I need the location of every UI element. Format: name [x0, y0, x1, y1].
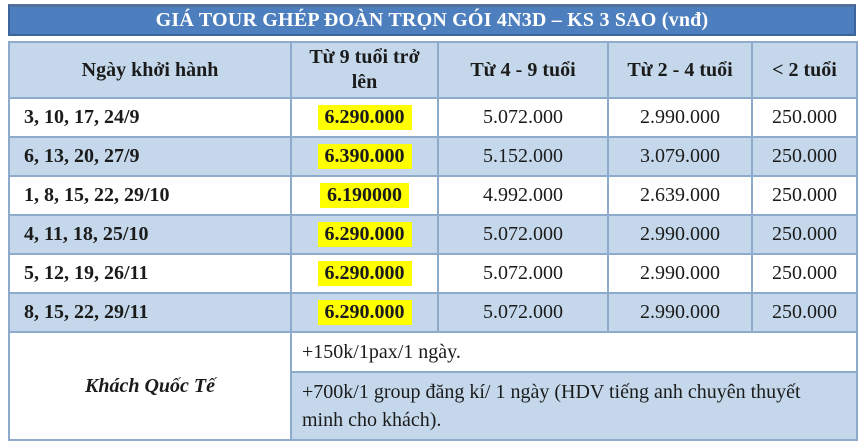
departure-dates-cell: 4, 11, 18, 25/10	[8, 214, 292, 255]
tour-price-table: GIÁ TOUR GHÉP ĐOÀN TRỌN GÓI 4N3D – KS 3 …	[8, 4, 858, 441]
table-row: 6, 13, 20, 27/9 6.390.000 5.152.000 3.07…	[8, 136, 858, 177]
price-9plus-cell: 6.290.000	[290, 214, 439, 255]
highlighted-price: 6.290.000	[317, 261, 412, 286]
international-row: Khách Quốc Tế +150k/1pax/1 ngày.	[8, 331, 858, 441]
price-2-4-cell: 2.990.000	[607, 253, 753, 294]
table-title: GIÁ TOUR GHÉP ĐOÀN TRỌN GÓI 4N3D – KS 3 …	[8, 4, 856, 36]
column-header-under-2: < 2 tuổi	[751, 41, 858, 99]
price-2-4-cell: 3.079.000	[607, 136, 753, 177]
highlighted-price: 6.190000	[320, 183, 409, 208]
table-row: 3, 10, 17, 24/9 6.290.000 5.072.000 2.99…	[8, 97, 858, 138]
column-header-age-9-plus: Từ 9 tuổi trở lên	[290, 41, 439, 99]
price-4-9-cell: 5.072.000	[437, 292, 609, 333]
price-4-9-cell: 4.992.000	[437, 175, 609, 216]
price-9plus-cell: 6.190000	[290, 175, 439, 216]
highlighted-price: 6.390.000	[317, 144, 412, 169]
table-row: 4, 11, 18, 25/10 6.290.000 5.072.000 2.9…	[8, 214, 858, 255]
price-2-4-cell: 2.639.000	[607, 175, 753, 216]
table-row: 8, 15, 22, 29/11 6.290.000 5.072.000 2.9…	[8, 292, 858, 333]
highlighted-price: 6.290.000	[317, 300, 412, 325]
price-under-2-cell: 250.000	[751, 253, 858, 294]
price-under-2-cell: 250.000	[751, 292, 858, 333]
price-grid: Ngày khởi hành Từ 9 tuổi trở lên Từ 4 - …	[8, 41, 858, 441]
price-2-4-cell: 2.990.000	[607, 214, 753, 255]
table-row: 5, 12, 19, 26/11 6.290.000 5.072.000 2.9…	[8, 253, 858, 294]
departure-dates-cell: 6, 13, 20, 27/9	[8, 136, 292, 177]
highlighted-price: 6.290.000	[317, 222, 412, 247]
column-header-age-4-9: Từ 4 - 9 tuổi	[437, 41, 609, 99]
highlighted-price: 6.290.000	[317, 105, 412, 130]
price-2-4-cell: 2.990.000	[607, 97, 753, 138]
price-4-9-cell: 5.072.000	[437, 253, 609, 294]
price-2-4-cell: 2.990.000	[607, 292, 753, 333]
international-row: +700k/1 group đăng kí/ 1 ngày (HDV tiếng…	[9, 371, 858, 441]
price-9plus-cell: 6.290.000	[290, 292, 439, 333]
price-under-2-cell: 250.000	[751, 214, 858, 255]
surcharge-group-cell: +700k/1 group đăng kí/ 1 ngày (HDV tiếng…	[290, 371, 858, 441]
price-9plus-cell: 6.390.000	[290, 136, 439, 177]
price-4-9-cell: 5.152.000	[437, 136, 609, 177]
column-header-age-2-4: Từ 2 - 4 tuổi	[607, 41, 753, 99]
price-under-2-cell: 250.000	[751, 175, 858, 216]
price-4-9-cell: 5.072.000	[437, 97, 609, 138]
departure-dates-cell: 8, 15, 22, 29/11	[8, 292, 292, 333]
international-guest-label: Khách Quốc Tế	[8, 331, 292, 441]
price-4-9-cell: 5.072.000	[437, 214, 609, 255]
surcharge-per-pax-cell: +150k/1pax/1 ngày.	[290, 331, 858, 373]
header-row: Ngày khởi hành Từ 9 tuổi trở lên Từ 4 - …	[8, 41, 858, 99]
column-header-departure-date: Ngày khởi hành	[8, 41, 292, 99]
price-under-2-cell: 250.000	[751, 136, 858, 177]
price-9plus-cell: 6.290.000	[290, 253, 439, 294]
departure-dates-cell: 3, 10, 17, 24/9	[8, 97, 292, 138]
departure-dates-cell: 1, 8, 15, 22, 29/10	[8, 175, 292, 216]
departure-dates-cell: 5, 12, 19, 26/11	[8, 253, 292, 294]
price-under-2-cell: 250.000	[751, 97, 858, 138]
table-row: 1, 8, 15, 22, 29/10 6.190000 4.992.000 2…	[8, 175, 858, 216]
price-9plus-cell: 6.290.000	[290, 97, 439, 138]
